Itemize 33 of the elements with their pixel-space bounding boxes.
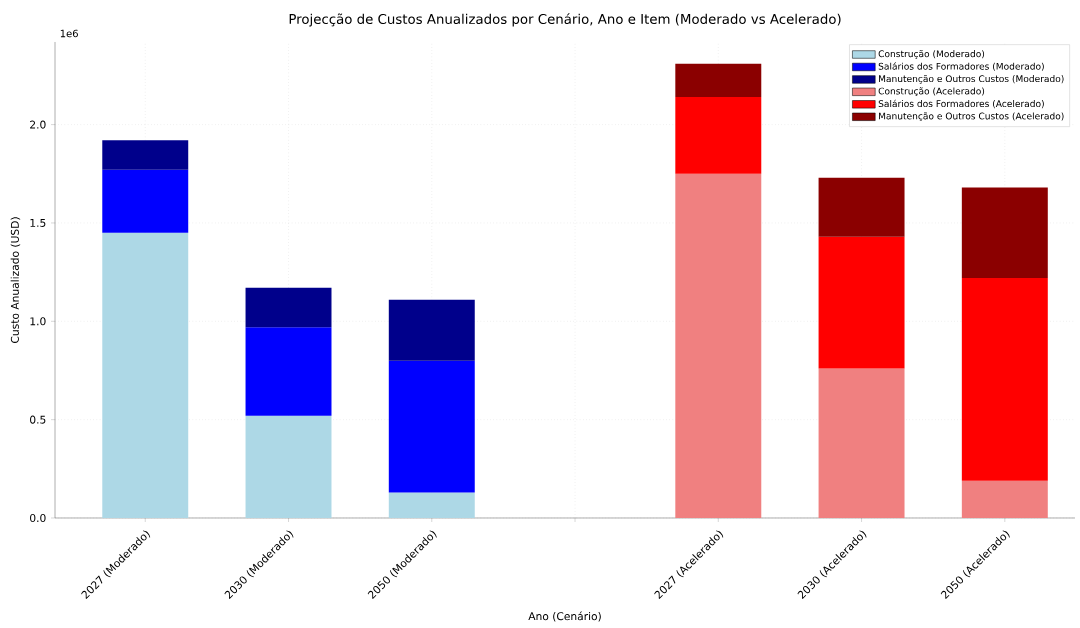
- y-tick-label: 1.5: [30, 218, 46, 227]
- bar: [102, 169, 189, 233]
- bar: [961, 480, 1048, 518]
- bar: [388, 360, 475, 493]
- legend-label: Construção (Acelerado): [878, 87, 985, 97]
- bar: [245, 415, 332, 518]
- chart-title: Projecção de Custos Anualizados por Cenário, Ano e Item (Moderado vs Acelerado): [289, 13, 841, 27]
- legend-label: Manutenção e Outros Custos (Moderado): [879, 74, 1064, 84]
- y-tick-label: 2.0: [30, 120, 46, 129]
- bar: [818, 177, 905, 237]
- bar: [388, 299, 475, 361]
- bar: [961, 278, 1048, 481]
- x-axis-title: Ano (Cenário): [528, 611, 601, 622]
- bar: [675, 173, 762, 518]
- legend-label: Salários dos Formadores (Moderado): [878, 62, 1044, 71]
- y-tick-label: 0.5: [30, 415, 46, 424]
- bar: [961, 187, 1048, 279]
- bar: [245, 287, 332, 328]
- bar: [102, 140, 189, 170]
- bar: [102, 232, 189, 518]
- y-tick-label: 1.0: [30, 317, 46, 326]
- bar: [675, 97, 762, 174]
- y-axis-title: Custo Anualizado (USD): [10, 217, 21, 343]
- legend-label: Salários dos Formadores (Acelerado): [878, 99, 1044, 109]
- text: 1e6: [60, 29, 78, 38]
- y-tick-label: 0.0: [30, 513, 46, 523]
- bar: [818, 236, 905, 369]
- bar: [675, 63, 762, 98]
- bar: [388, 492, 475, 518]
- legend-label: Manutenção e Outros Custos (Acelerado): [879, 112, 1064, 122]
- bar: [245, 327, 332, 416]
- bar: [818, 368, 905, 518]
- legend-label: Construção (Moderado): [878, 49, 985, 59]
